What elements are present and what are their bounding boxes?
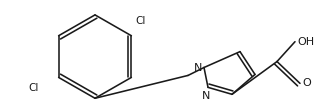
Text: Cl: Cl: [29, 83, 39, 93]
Text: OH: OH: [297, 37, 314, 47]
Text: Cl: Cl: [135, 16, 146, 26]
Text: N: N: [202, 91, 210, 101]
Text: O: O: [302, 78, 311, 88]
Text: N: N: [194, 64, 202, 74]
